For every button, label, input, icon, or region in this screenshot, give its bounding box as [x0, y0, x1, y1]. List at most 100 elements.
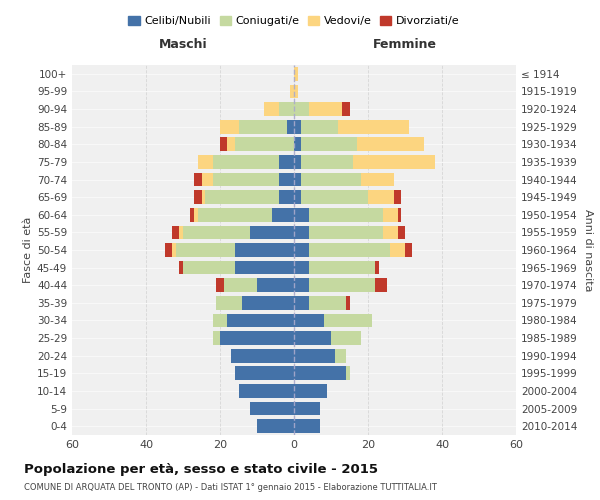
- Bar: [294, 84, 298, 98]
- Bar: [294, 296, 309, 310]
- Bar: [301, 155, 353, 169]
- Bar: [361, 172, 394, 186]
- Bar: [294, 366, 346, 380]
- Text: Femmine: Femmine: [373, 38, 437, 51]
- Bar: [346, 366, 349, 380]
- Bar: [390, 243, 405, 257]
- Bar: [398, 208, 401, 222]
- Bar: [294, 102, 309, 116]
- Bar: [279, 172, 294, 186]
- Bar: [231, 349, 294, 362]
- Bar: [294, 67, 298, 80]
- Bar: [235, 260, 294, 274]
- Bar: [242, 296, 294, 310]
- Bar: [220, 331, 294, 345]
- Bar: [301, 190, 368, 204]
- Bar: [357, 138, 424, 151]
- Bar: [294, 402, 320, 415]
- Bar: [216, 296, 242, 310]
- Bar: [220, 120, 239, 134]
- Bar: [376, 278, 386, 292]
- Bar: [290, 84, 294, 98]
- Bar: [368, 190, 394, 204]
- Bar: [179, 260, 183, 274]
- Bar: [294, 314, 323, 328]
- Bar: [301, 172, 361, 186]
- Bar: [287, 120, 294, 134]
- Bar: [198, 155, 212, 169]
- Bar: [183, 226, 250, 239]
- Bar: [202, 172, 212, 186]
- Bar: [346, 296, 349, 310]
- Bar: [309, 260, 376, 274]
- Bar: [257, 278, 294, 292]
- Bar: [202, 190, 205, 204]
- Bar: [235, 243, 294, 257]
- Bar: [309, 243, 390, 257]
- Bar: [183, 260, 235, 274]
- Bar: [294, 155, 301, 169]
- Bar: [257, 420, 294, 433]
- Bar: [235, 366, 294, 380]
- Bar: [205, 190, 279, 204]
- Y-axis label: Fasce di età: Fasce di età: [23, 217, 33, 283]
- Bar: [301, 120, 338, 134]
- Text: COMUNE DI ARQUATA DEL TRONTO (AP) - Dati ISTAT 1° gennaio 2015 - Elaborazione TU: COMUNE DI ARQUATA DEL TRONTO (AP) - Dati…: [24, 482, 437, 492]
- Bar: [179, 226, 183, 239]
- Bar: [309, 226, 383, 239]
- Bar: [212, 314, 227, 328]
- Bar: [239, 384, 294, 398]
- Bar: [294, 420, 320, 433]
- Bar: [338, 120, 409, 134]
- Bar: [394, 190, 401, 204]
- Bar: [176, 243, 235, 257]
- Bar: [212, 172, 279, 186]
- Bar: [194, 208, 198, 222]
- Legend: Celibi/Nubili, Coniugati/e, Vedovi/e, Divorziati/e: Celibi/Nubili, Coniugati/e, Vedovi/e, Di…: [124, 12, 464, 30]
- Bar: [376, 260, 379, 274]
- Bar: [294, 260, 309, 274]
- Bar: [250, 226, 294, 239]
- Bar: [279, 102, 294, 116]
- Bar: [405, 243, 412, 257]
- Bar: [265, 102, 279, 116]
- Bar: [227, 138, 235, 151]
- Bar: [279, 155, 294, 169]
- Bar: [279, 190, 294, 204]
- Bar: [164, 243, 172, 257]
- Bar: [383, 208, 398, 222]
- Bar: [194, 172, 202, 186]
- Bar: [250, 402, 294, 415]
- Bar: [294, 331, 331, 345]
- Bar: [309, 208, 383, 222]
- Bar: [216, 278, 224, 292]
- Bar: [309, 102, 342, 116]
- Text: Popolazione per età, sesso e stato civile - 2015: Popolazione per età, sesso e stato civil…: [24, 462, 378, 475]
- Bar: [172, 243, 176, 257]
- Bar: [294, 243, 309, 257]
- Bar: [212, 331, 220, 345]
- Bar: [294, 226, 309, 239]
- Bar: [294, 384, 328, 398]
- Bar: [194, 190, 202, 204]
- Y-axis label: Anni di nascita: Anni di nascita: [583, 209, 593, 291]
- Bar: [198, 208, 272, 222]
- Bar: [331, 331, 361, 345]
- Bar: [323, 314, 372, 328]
- Bar: [172, 226, 179, 239]
- Bar: [227, 314, 294, 328]
- Text: Maschi: Maschi: [158, 38, 208, 51]
- Bar: [294, 138, 301, 151]
- Bar: [353, 155, 434, 169]
- Bar: [235, 138, 294, 151]
- Bar: [309, 296, 346, 310]
- Bar: [220, 138, 227, 151]
- Bar: [239, 120, 287, 134]
- Bar: [335, 349, 346, 362]
- Bar: [294, 190, 301, 204]
- Bar: [294, 278, 309, 292]
- Bar: [398, 226, 405, 239]
- Bar: [309, 278, 376, 292]
- Bar: [190, 208, 194, 222]
- Bar: [212, 155, 279, 169]
